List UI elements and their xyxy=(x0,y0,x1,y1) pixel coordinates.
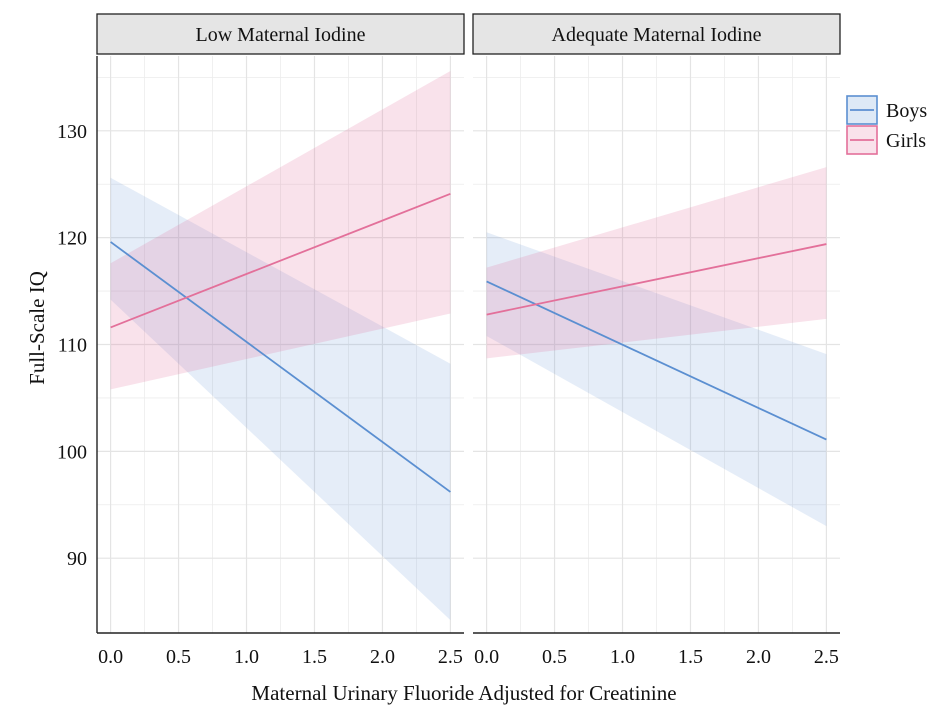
x-tick-label: 2.5 xyxy=(814,646,839,668)
ci-ribbon-boys xyxy=(110,177,451,621)
x-tick-label: 2.0 xyxy=(746,646,771,668)
panel-strip xyxy=(96,13,465,55)
x-tick-label: 2.5 xyxy=(438,646,463,668)
panels-layer: Low Maternal Iodine 90 100 110 120 130 0.0 0.5 1… xyxy=(57,13,841,668)
y-tick-label: 90 xyxy=(67,548,87,570)
series-line-boys xyxy=(486,280,827,441)
legend-label-girls: Girls xyxy=(886,130,926,152)
ci-ribbon-boys xyxy=(486,232,827,527)
y-tick-label: 100 xyxy=(57,441,87,463)
y-axis-title: Full-Scale IQ xyxy=(25,271,49,385)
panel-1: Low Maternal Iodine 90 100 110 120 130 0.0 0.5 1… xyxy=(57,13,465,668)
series-line-boys xyxy=(110,241,451,493)
ci-ribbon-girls xyxy=(110,70,451,390)
x-tick-label: 1.5 xyxy=(302,646,327,668)
panel-2: Adequate Maternal Iodine 0.0 0.5 1.0 1.5 2.0 2… xyxy=(472,13,841,668)
legend: Boys Girls xyxy=(846,95,927,155)
y-tick-label: 120 xyxy=(57,228,87,250)
y-tick-label: 130 xyxy=(57,121,87,143)
y-tick-label: 110 xyxy=(58,335,87,357)
x-tick-label: 0.0 xyxy=(474,646,499,668)
x-tick-label: 1.5 xyxy=(678,646,703,668)
series-line-girls xyxy=(486,243,827,316)
panel-strip xyxy=(472,13,841,55)
x-tick-label: 0.5 xyxy=(542,646,567,668)
panel-title: Low Maternal Iodine xyxy=(196,24,366,46)
panel-title: Adequate Maternal Iodine xyxy=(552,24,762,46)
series-line-girls xyxy=(110,193,451,329)
x-tick-label: 0.5 xyxy=(166,646,191,668)
x-tick-label: 1.0 xyxy=(234,646,259,668)
legend-label-boys: Boys xyxy=(886,100,927,122)
ci-ribbon-girls xyxy=(486,167,827,359)
x-tick-label: 0.0 xyxy=(98,646,123,668)
x-tick-label: 2.0 xyxy=(370,646,395,668)
x-tick-label: 1.0 xyxy=(610,646,635,668)
x-axis-title: Maternal Urinary Fluoride Adjusted for C… xyxy=(251,681,676,705)
